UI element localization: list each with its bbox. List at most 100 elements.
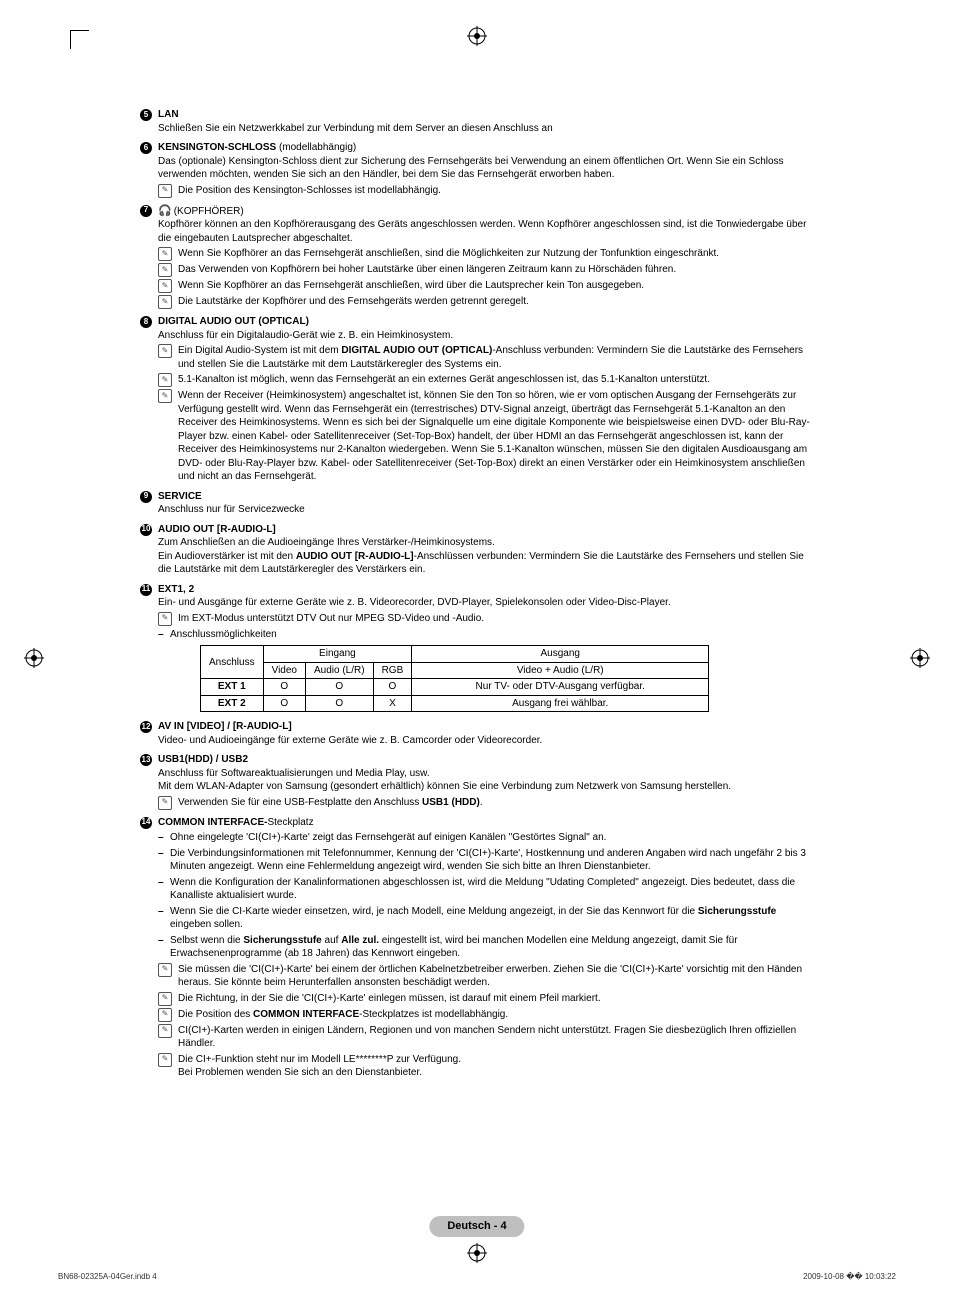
th-va: Video + Audio (L/R)	[412, 662, 709, 679]
note-icon: ✎	[158, 1024, 172, 1038]
section-headphone: 7 🎧(KOPFHÖRER) Kopfhörer können an den K…	[140, 204, 814, 310]
footer-left: BN68-02325A-04Ger.indb 4	[58, 1272, 157, 1283]
note-icon: ✎	[158, 247, 172, 261]
note-text: Sie müssen die 'CI(CI+)-Karte' bei einem…	[178, 963, 814, 990]
cell: EXT 2	[201, 695, 264, 712]
table-row: EXT 2 O O X Ausgang frei wählbar.	[201, 695, 709, 712]
num-badge: 5	[140, 109, 152, 121]
section-body: Anschluss für ein Digitalaudio-Gerät wie…	[158, 329, 814, 343]
note-text: Wenn Sie Kopfhörer an das Fernsehgerät a…	[178, 247, 719, 261]
note-icon: ✎	[158, 1053, 172, 1067]
registration-mark-right	[910, 648, 930, 668]
dash-icon: –	[158, 847, 170, 861]
note-text: Die Position des Kensington-Schlosses is…	[178, 184, 441, 198]
section-ci: 14 COMMON INTERFACE-Steckplatz –Ohne ein…	[140, 816, 814, 1080]
note-icon: ✎	[158, 263, 172, 277]
num-badge: 11	[140, 584, 152, 596]
dash-text: Anschlussmöglichkeiten	[170, 628, 277, 642]
note-text: Verwenden Sie für eine USB-Festplatte de…	[178, 796, 483, 810]
note-icon: ✎	[158, 963, 172, 977]
dash-icon: –	[158, 876, 170, 890]
note-icon: ✎	[158, 992, 172, 1006]
section-title: COMMON INTERFACE-Steckplatz	[158, 816, 314, 830]
cell: X	[373, 695, 412, 712]
section-audioout: 10 AUDIO OUT [R-AUDIO-L] Zum Anschließen…	[140, 523, 814, 577]
th-ausgang: Ausgang	[412, 646, 709, 663]
note-text: Wenn Sie Kopfhörer an das Fernsehgerät a…	[178, 279, 644, 293]
cell: O	[263, 695, 305, 712]
section-body: Anschluss nur für Servicezwecke	[158, 503, 814, 517]
num-badge: 14	[140, 817, 152, 829]
section-body: Zum Anschließen an die Audioeingänge Ihr…	[158, 536, 814, 550]
dash-text: Ohne eingelegte 'CI(CI+)-Karte' zeigt da…	[170, 831, 606, 845]
th-video: Video	[263, 662, 305, 679]
num-badge: 7	[140, 205, 152, 217]
section-body: Anschluss für Softwareaktualisierungen u…	[158, 767, 814, 781]
note-text: Die CI+-Funktion steht nur im Modell LE*…	[178, 1053, 461, 1080]
note-icon: ✎	[158, 279, 172, 293]
dash-text: Die Verbindungsinformationen mit Telefon…	[170, 847, 814, 874]
note-icon: ✎	[158, 1008, 172, 1022]
note-text: 5.1-Kanalton ist möglich, wenn das Ferns…	[178, 373, 710, 387]
num-badge: 13	[140, 754, 152, 766]
section-title: AV IN [VIDEO] / [R-AUDIO-L]	[158, 720, 292, 734]
th-anschluss: Anschluss	[201, 646, 264, 679]
note-text: Ein Digital Audio-System ist mit dem DIG…	[178, 344, 814, 371]
page-footer-badge: Deutsch - 4	[429, 1216, 524, 1237]
page: 5 LAN Schließen Sie ein Netzwerkkabel zu…	[0, 0, 954, 1315]
section-title: EXT1, 2	[158, 583, 194, 597]
dash-icon: –	[158, 628, 170, 642]
note-text: Das Verwenden von Kopfhörern bei hoher L…	[178, 263, 676, 277]
registration-mark-bottom	[467, 1243, 487, 1263]
section-body: Ein- und Ausgänge für externe Geräte wie…	[158, 596, 814, 610]
note-text: Die Lautstärke der Kopfhörer und des Fer…	[178, 295, 529, 309]
section-body: Kopfhörer können an den Kopfhörerausgang…	[158, 218, 814, 245]
note-line: ✎ Die Position des Kensington-Schlosses …	[158, 184, 814, 198]
num-badge: 8	[140, 316, 152, 328]
section-ext: 11 EXT1, 2 Ein- und Ausgänge für externe…	[140, 583, 814, 713]
section-usb: 13 USB1(HDD) / USB2 Anschluss für Softwa…	[140, 753, 814, 810]
note-text: Wenn der Receiver (Heimkinosystem) anges…	[178, 389, 814, 484]
cell: O	[263, 679, 305, 696]
note-text: Die Richtung, in der Sie die 'CI(CI+)-Ka…	[178, 992, 601, 1006]
section-body: Video- und Audioeingänge für externe Ger…	[158, 734, 814, 748]
connection-table: Anschluss Eingang Ausgang Video Audio (L…	[200, 645, 709, 712]
section-title: AUDIO OUT [R-AUDIO-L]	[158, 523, 276, 537]
dash-text: Wenn Sie die CI-Karte wieder einsetzen, …	[170, 905, 814, 932]
note-icon: ✎	[158, 184, 172, 198]
cell: O	[373, 679, 412, 696]
section-body: Das (optionale) Kensington-Schloss dient…	[158, 155, 814, 182]
table-row: EXT 1 O O O Nur TV- oder DTV-Ausgang ver…	[201, 679, 709, 696]
section-title: DIGITAL AUDIO OUT (OPTICAL)	[158, 315, 309, 329]
num-badge: 9	[140, 491, 152, 503]
th-eingang: Eingang	[263, 646, 412, 663]
registration-mark-top	[467, 26, 487, 46]
section-title: USB1(HDD) / USB2	[158, 753, 248, 767]
section-service: 9 SERVICE Anschluss nur für Servicezweck…	[140, 490, 814, 517]
section-lan: 5 LAN Schließen Sie ein Netzwerkkabel zu…	[140, 108, 814, 135]
num-badge: 6	[140, 142, 152, 154]
section-dao: 8 DIGITAL AUDIO OUT (OPTICAL) Anschluss …	[140, 315, 814, 484]
note-icon: ✎	[158, 389, 172, 403]
dash-text: Selbst wenn die Sicherungsstufe auf Alle…	[170, 934, 814, 961]
th-rgb: RGB	[373, 662, 412, 679]
crop-mark	[70, 30, 89, 49]
dash-icon: –	[158, 934, 170, 948]
note-text: Im EXT-Modus unterstützt DTV Out nur MPE…	[178, 612, 484, 626]
note-icon: ✎	[158, 295, 172, 309]
section-title: SERVICE	[158, 490, 202, 504]
section-title: KENSINGTON-SCHLOSS (modellabhängig)	[158, 141, 356, 155]
cell: Ausgang frei wählbar.	[412, 695, 709, 712]
dash-icon: –	[158, 905, 170, 919]
cell: O	[305, 695, 373, 712]
num-badge: 10	[140, 524, 152, 536]
section-body: Schließen Sie ein Netzwerkkabel zur Verb…	[158, 122, 814, 136]
note-icon: ✎	[158, 612, 172, 626]
section-kensington: 6 KENSINGTON-SCHLOSS (modellabhängig) Da…	[140, 141, 814, 198]
note-icon: ✎	[158, 373, 172, 387]
note-icon: ✎	[158, 796, 172, 810]
section-title: LAN	[158, 108, 179, 122]
section-body-2: Ein Audioverstärker ist mit den AUDIO OU…	[158, 550, 814, 577]
cell: Nur TV- oder DTV-Ausgang verfügbar.	[412, 679, 709, 696]
note-text: Die Position des COMMON INTERFACE-Steckp…	[178, 1008, 508, 1022]
